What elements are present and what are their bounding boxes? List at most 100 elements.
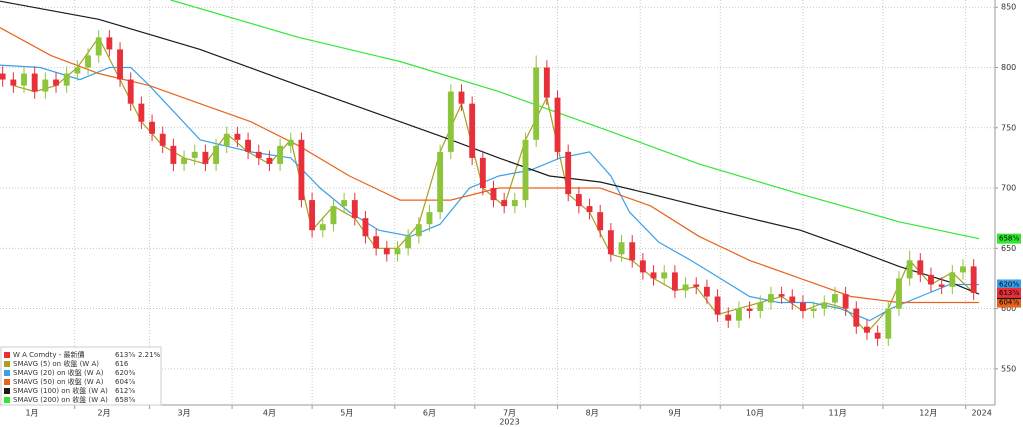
value-tag	[997, 279, 1021, 290]
candle-body	[896, 278, 902, 309]
x-tick-label: 8月	[586, 409, 599, 418]
legend-name: SMAVG (200) on 收盤 (W A)	[13, 395, 108, 404]
legend-swatch	[4, 370, 10, 376]
candle-body	[0, 73, 6, 80]
axes: 550 600 650 700 750 800 850 1月 2月 3月 4月 5月 6月 7月 8月 9月 1…	[25, 3, 1021, 427]
year-label: 2023	[499, 418, 519, 427]
candle-body	[597, 212, 604, 231]
candle-body	[543, 67, 550, 98]
candle-body	[735, 308, 742, 321]
legend-swatch	[4, 397, 10, 403]
candle-body	[149, 121, 155, 134]
candle-body	[42, 79, 49, 92]
candle-body	[373, 236, 380, 249]
candle-body	[351, 200, 358, 219]
candle-body	[501, 200, 508, 207]
candle-body	[394, 248, 401, 255]
ma-line	[0, 64, 979, 322]
value-tag	[997, 297, 1021, 308]
candle-body	[767, 294, 774, 303]
value-tag-label: 604⅞	[999, 299, 1019, 307]
x-tick-label: 11月	[829, 409, 847, 418]
value-tag-label: 613⅝	[999, 289, 1019, 297]
legend-value: 612⅝	[115, 387, 135, 395]
candle-body	[789, 296, 796, 303]
candle-body	[938, 284, 945, 287]
candle-body	[671, 272, 678, 291]
candle-body	[842, 294, 849, 309]
legend-name: W A Comdty - 最新價	[13, 350, 84, 359]
candle-body	[832, 294, 838, 303]
candle-body	[511, 200, 518, 207]
legend-value: 616	[115, 360, 129, 368]
x-tick-label: 7月	[503, 409, 516, 418]
legend-name: SMAVG (5) on 收盤 (W A)	[13, 359, 99, 368]
candle-body	[63, 73, 70, 86]
x-tick-label: 1月	[25, 409, 38, 418]
candle-body	[21, 73, 27, 86]
ma-line	[170, 0, 980, 240]
legend-value: 613⅝	[115, 351, 135, 359]
candle-body	[703, 286, 710, 297]
legend-name: SMAVG (50) on 收盤 (W A)	[13, 377, 104, 386]
legend-name: SMAVG (100) on 收盤 (W A)	[13, 386, 108, 395]
y-tick-label: 800	[1001, 63, 1016, 72]
candle-body	[469, 103, 476, 158]
candle-body	[949, 272, 956, 287]
legend-swatch	[4, 379, 10, 385]
legend-name: SMAVG (20) on 收盤 (W A)	[13, 368, 104, 377]
candle-body	[479, 157, 486, 189]
value-tag	[997, 233, 1021, 244]
candle-body	[74, 67, 81, 74]
y-tick-label: 700	[1001, 184, 1016, 193]
candle-body	[575, 194, 582, 207]
candle-body	[426, 212, 433, 225]
candle-body	[714, 296, 721, 315]
value-tag	[997, 287, 1021, 298]
ma-line	[0, 27, 979, 304]
candle-body	[447, 91, 454, 152]
candle-body	[618, 242, 625, 255]
candle-body	[266, 157, 273, 164]
candle-body	[853, 308, 860, 327]
candle-body	[917, 260, 924, 275]
candle-body	[85, 55, 91, 68]
candle-body	[159, 133, 166, 146]
legend-value: 620⅜	[115, 369, 135, 377]
candle-body	[309, 200, 316, 231]
candle-body	[138, 103, 145, 122]
candles	[0, 30, 977, 346]
candle-body	[170, 145, 177, 164]
x-tick-label: 2024	[971, 409, 991, 418]
x-tick-label: 4月	[263, 409, 276, 418]
y-tick-label: 550	[1001, 364, 1016, 373]
x-tick-label: 9月	[668, 409, 681, 418]
candle-body	[127, 79, 134, 104]
candle-body	[95, 37, 102, 56]
candle-body	[864, 326, 870, 333]
x-tick-label: 5月	[340, 409, 353, 418]
candle-body	[522, 139, 529, 201]
candle-body	[330, 206, 337, 225]
candle-body	[458, 91, 465, 104]
legend-value: 604⅞	[115, 378, 135, 386]
candle-body	[383, 248, 390, 255]
x-tick-label: 3月	[178, 409, 191, 418]
candle-body	[405, 236, 412, 249]
candle-body	[778, 294, 785, 297]
candle-body	[319, 224, 326, 231]
candle-body	[533, 67, 540, 140]
candle-body	[629, 242, 636, 261]
legend-box	[0, 346, 162, 406]
y-tick-label: 650	[1001, 244, 1016, 253]
candle-body	[757, 302, 764, 311]
candle-body	[277, 145, 284, 164]
candle-body	[810, 308, 817, 311]
candle-body	[821, 302, 828, 309]
candle-body	[117, 49, 123, 80]
candle-body	[298, 139, 305, 201]
legend-value: 658⅝	[115, 396, 135, 404]
y-tick-label: 600	[1001, 304, 1016, 313]
candle-body	[607, 230, 614, 255]
